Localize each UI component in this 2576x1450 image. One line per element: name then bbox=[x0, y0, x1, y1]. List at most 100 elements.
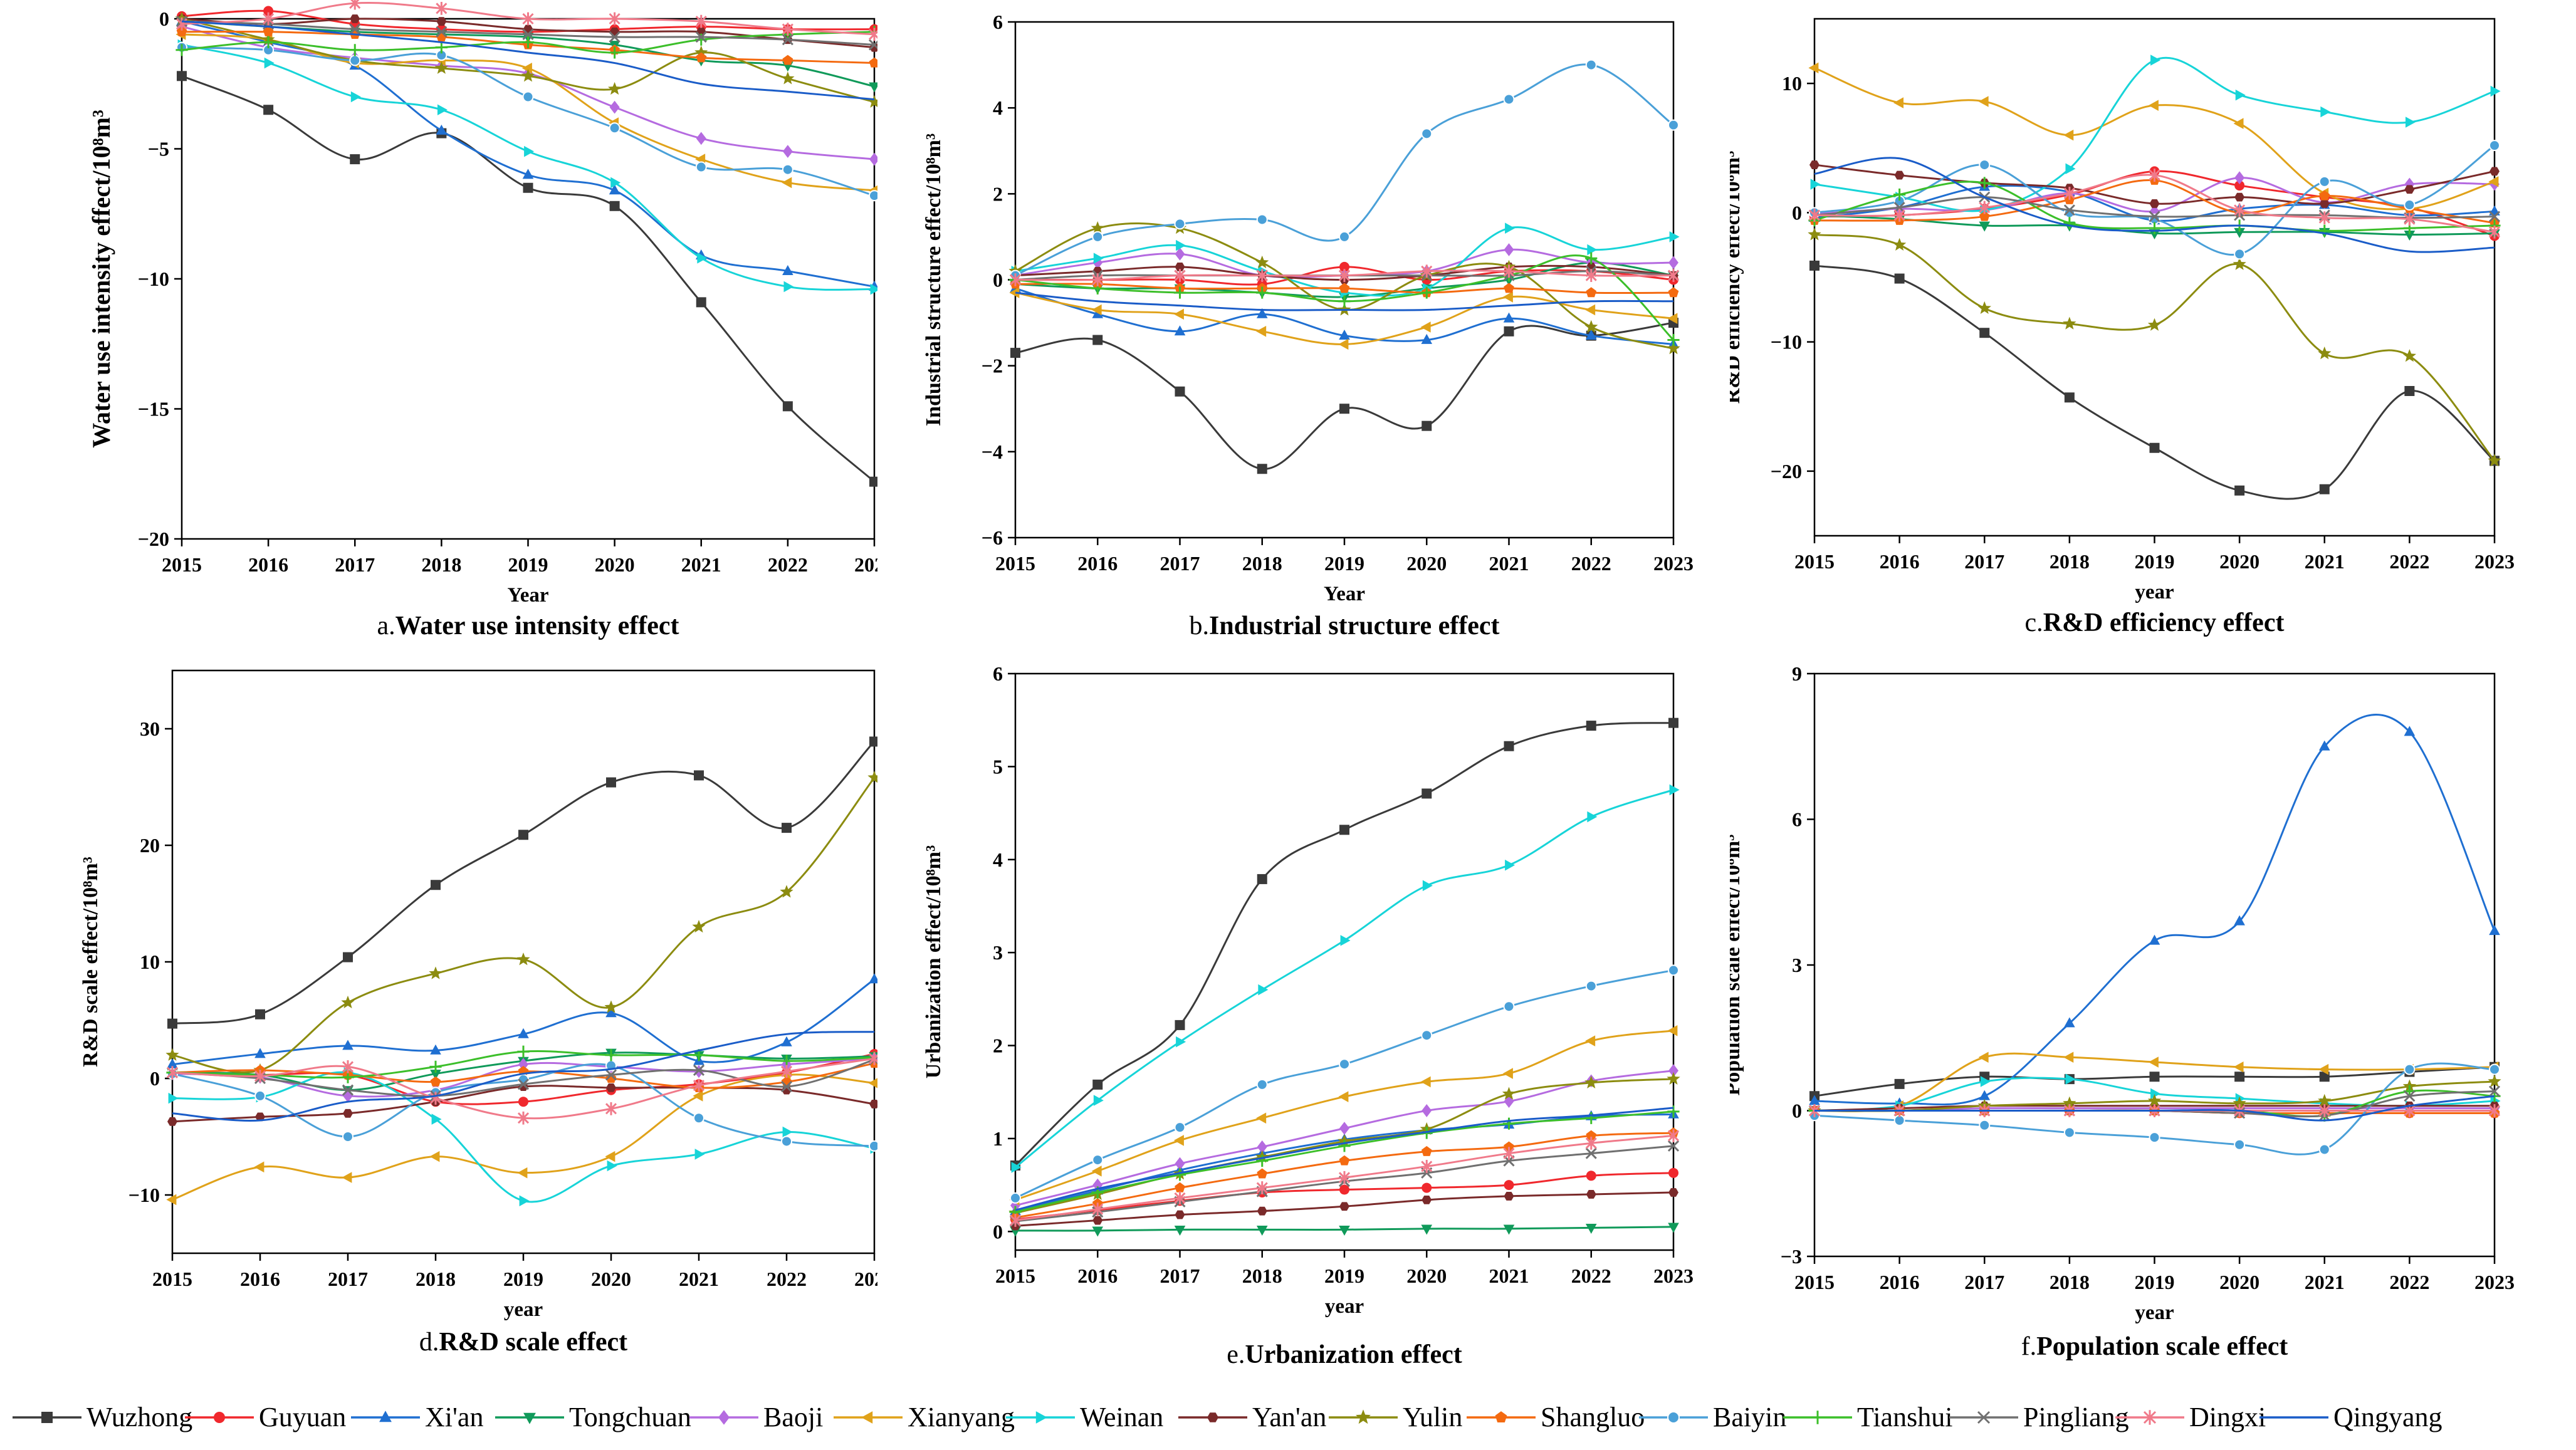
series-line-xi-an bbox=[1814, 714, 2496, 1106]
marker-yan-an bbox=[1422, 1195, 1432, 1204]
marker-baiyin bbox=[2234, 248, 2246, 260]
marker-weinan bbox=[2405, 117, 2416, 128]
marker-weinan bbox=[2065, 163, 2076, 175]
legend-label: Tianshui bbox=[1857, 1402, 1952, 1432]
marker-guyuan bbox=[214, 1412, 225, 1423]
marker-yulin bbox=[604, 1000, 618, 1013]
marker-yan-an bbox=[1257, 1206, 1267, 1216]
marker-xi-an bbox=[1979, 1090, 1991, 1100]
marker-guyuan bbox=[1504, 1180, 1514, 1191]
marker-pingliang bbox=[1667, 1140, 1680, 1152]
marker-tongchuan bbox=[1503, 1224, 1515, 1235]
marker-wuzhong bbox=[1586, 721, 1596, 731]
marker-tongchuan bbox=[1585, 1223, 1597, 1234]
x-tick-label: 2015 bbox=[995, 552, 1035, 575]
marker-baiyin bbox=[2318, 175, 2330, 187]
marker-guyuan bbox=[1668, 1167, 1678, 1178]
legend-item-wuzhong: Wuzhong bbox=[13, 1402, 192, 1432]
legend-label: Tongchuan bbox=[569, 1402, 691, 1432]
marker-pingliang bbox=[609, 31, 620, 43]
x-tick-label: 2023 bbox=[854, 553, 877, 576]
marker-yulin bbox=[2233, 257, 2246, 270]
series-yulin bbox=[1808, 227, 2501, 467]
series-weinan bbox=[1011, 784, 1680, 1173]
marker-weinan bbox=[870, 283, 881, 295]
marker-baiyin bbox=[1339, 1058, 1350, 1070]
marker-pingliang bbox=[1977, 1411, 1991, 1424]
series-dingxi bbox=[166, 1051, 881, 1125]
legend-item-tongchuan: Tongchuan bbox=[495, 1402, 691, 1432]
marker-wuzhong bbox=[350, 154, 360, 165]
marker-xianyang bbox=[1978, 1051, 1989, 1063]
marker-dingxi bbox=[1174, 1191, 1186, 1205]
marker-baoji bbox=[1175, 247, 1185, 261]
marker-shangluo bbox=[1668, 287, 1679, 298]
marker-xianyang bbox=[693, 1090, 703, 1102]
x-axis-label: year bbox=[2135, 1301, 2174, 1324]
marker-baoji bbox=[2149, 204, 2160, 218]
marker-weinan bbox=[2150, 55, 2161, 66]
marker-tianshui bbox=[517, 1045, 530, 1058]
x-tick-label: 2023 bbox=[1653, 552, 1694, 575]
marker-wuzhong bbox=[263, 105, 274, 115]
marker-baiyin bbox=[1256, 1078, 1268, 1090]
chart-svg: −20 −10 0 10 2015 2016 2017 2018 2019 2020 2021 202… bbox=[1721, 18, 2515, 603]
y-tick-label: −10 bbox=[1771, 331, 1802, 353]
marker-wuzhong bbox=[1668, 717, 1678, 728]
x-tick-label: 2019 bbox=[1324, 552, 1364, 575]
series-line-wuzhong bbox=[172, 741, 876, 1025]
marker-baiyin bbox=[349, 55, 361, 66]
marker-baoji bbox=[1175, 1157, 1185, 1171]
series-dingxi bbox=[1009, 264, 1680, 286]
x-tick-label: 2018 bbox=[1242, 1265, 1282, 1287]
caption-e: e.Urbanization effect bbox=[1227, 1340, 1462, 1369]
marker-yulin bbox=[607, 81, 622, 95]
marker-dingxi bbox=[780, 1065, 793, 1078]
marker-tongchuan bbox=[1256, 1225, 1268, 1236]
marker-yan-an bbox=[606, 1083, 616, 1092]
marker-yulin bbox=[1091, 221, 1104, 234]
marker-yulin bbox=[1667, 342, 1680, 355]
marker-xianyang bbox=[2488, 176, 2499, 187]
marker-baiyin bbox=[1174, 218, 1186, 230]
series-baiyin bbox=[1809, 1062, 2500, 1155]
marker-wuzhong bbox=[1504, 741, 1514, 751]
caption-a: a.Water use intensity effect bbox=[377, 612, 679, 640]
series-tianshui bbox=[1009, 252, 1680, 347]
marker-baiyin bbox=[1668, 119, 1679, 131]
marker-xianyang bbox=[2063, 129, 2074, 141]
marker-wuzhong bbox=[1092, 1079, 1103, 1090]
series-wuzhong bbox=[167, 736, 879, 1029]
legend-label: Xi'an bbox=[425, 1402, 483, 1432]
marker-dingxi bbox=[1338, 269, 1351, 283]
marker-weinan bbox=[1669, 231, 1680, 243]
series-tongchuan bbox=[1010, 1223, 1679, 1237]
marker-shangluo bbox=[1339, 283, 1350, 293]
y-tick-label: −4 bbox=[982, 441, 1003, 463]
marker-xianyang bbox=[1667, 313, 1678, 325]
marker-tongchuan bbox=[523, 1412, 536, 1424]
marker-xianyang bbox=[1091, 304, 1102, 316]
series-wuzhong bbox=[177, 71, 879, 487]
marker-tianshui bbox=[2318, 224, 2331, 237]
marker-guyuan bbox=[518, 1097, 528, 1107]
marker-wuzhong bbox=[177, 71, 187, 81]
marker-xianyang bbox=[1420, 1076, 1431, 1088]
x-axis-label: year bbox=[1325, 1295, 1364, 1318]
legend-label: Shangluo bbox=[1541, 1402, 1645, 1432]
marker-weinan bbox=[1093, 1095, 1104, 1106]
marker-xi-an bbox=[1174, 325, 1186, 336]
marker-dingxi bbox=[2143, 1410, 2157, 1425]
y-tick-label: −5 bbox=[148, 138, 169, 160]
marker-tianshui bbox=[605, 1049, 617, 1061]
series-dingxi bbox=[1009, 1129, 1680, 1227]
marker-tianshui bbox=[435, 41, 448, 54]
marker-xi-an bbox=[782, 264, 793, 275]
marker-baoji bbox=[1257, 1140, 1267, 1154]
series-dingxi bbox=[175, 0, 881, 41]
marker-wuzhong bbox=[343, 952, 353, 962]
x-tick-label: 2017 bbox=[1160, 552, 1200, 575]
marker-yulin bbox=[1977, 301, 1991, 315]
marker-yulin bbox=[1502, 1087, 1516, 1100]
x-tick-label: 2015 bbox=[1794, 550, 1835, 573]
